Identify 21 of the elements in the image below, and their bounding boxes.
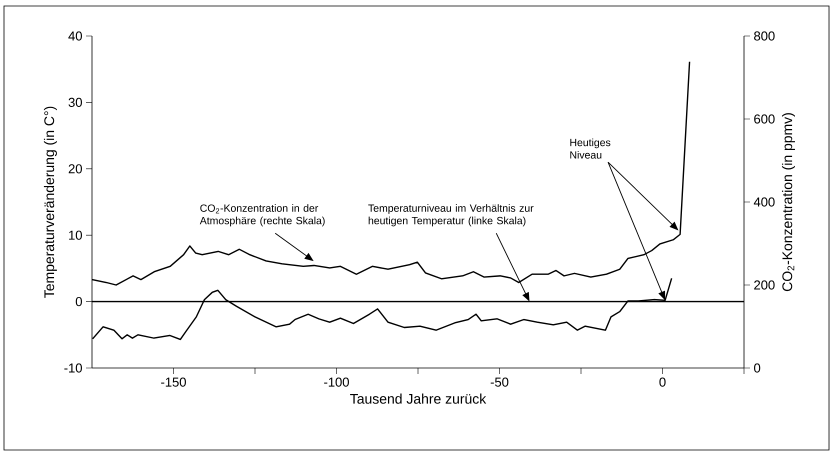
x-axis-title: Tausend Jahre zurück [350, 394, 486, 404]
y2-tick-label: 0 [754, 363, 760, 373]
y-tick-label: 30 [68, 98, 82, 107]
x-tick-label: 0 [659, 378, 666, 387]
annotation: Heutiges Niveau [570, 138, 610, 159]
annotation: Temperaturniveau im Verhältnis zur heutigen Temperatur (linke Skala) [368, 204, 534, 226]
y-tick-label: 0 [76, 297, 82, 306]
y2-tick-label: 800 [754, 31, 775, 41]
y2-tick-label: 200 [754, 280, 775, 290]
y-tick-label: -10 [64, 363, 82, 373]
x-tick-label: -100 [324, 378, 349, 387]
y2-tick-label: 400 [754, 197, 775, 207]
annotation: CO$_{2}$-Konzentration in der Atmosphäre (rechte Skala) [200, 204, 325, 226]
y-tick-label: 20 [68, 164, 82, 174]
y2-axis-title: CO$_{2}$-Konzentration (in ppmv) [782, 113, 795, 292]
x-tick-label: -50 [490, 378, 508, 387]
x-tick-label: -150 [161, 378, 186, 387]
y-tick-label: 40 [68, 31, 82, 41]
y2-tick-label: 600 [754, 114, 775, 124]
y-tick-label: 10 [69, 230, 82, 240]
y-axis-title: Temperaturveränderung (in C°) [44, 106, 57, 298]
